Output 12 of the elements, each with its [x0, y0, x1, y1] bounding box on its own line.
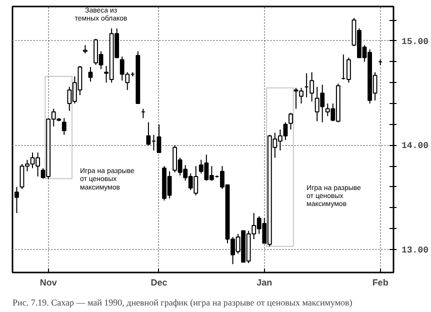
text: Рис. 7.19. Сахар — май 1990, дневной график (игра на разрыве от ценовых максимумов) [12, 298, 352, 308]
y-tick-label: 15.00 [402, 36, 429, 47]
x-tick-label: Dec [150, 278, 168, 288]
y-tick-label: 13.00 [402, 246, 429, 256]
x-tick-label: Nov [40, 278, 57, 288]
y-tick-label: 14.00 [402, 141, 429, 152]
x-tick-label: Feb [372, 278, 389, 288]
x-tick-label: Jan [256, 278, 272, 288]
candlestick [14, 186, 19, 214]
candlestick [62, 118, 66, 136]
candlestick [88, 66, 93, 82]
candlestick [288, 112, 293, 130]
